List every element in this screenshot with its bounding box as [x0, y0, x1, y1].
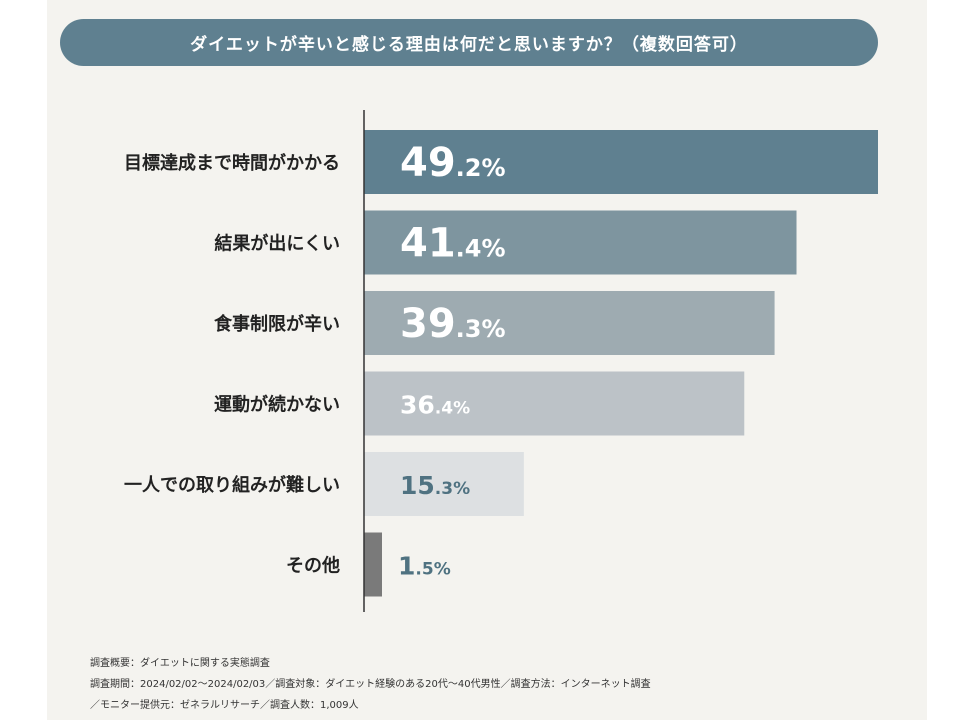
bar	[364, 130, 878, 194]
category-label: その他	[286, 555, 340, 577]
value-label: 15.3%	[400, 471, 470, 500]
value-label: 39.3%	[400, 301, 506, 347]
value-label-integer: 41	[400, 221, 456, 267]
survey-note-line: 調査期間：2024/02/02〜2024/02/03／調査対象：ダイエット経験の…	[90, 679, 651, 690]
chart-title-banner: ダイエットが辛いと感じる理由は何だと思いますか？（複数回答可）	[60, 19, 878, 66]
survey-notes: 調査概要：ダイエットに関する実態調査 調査期間：2024/02/02〜2024/…	[90, 653, 890, 716]
bar	[364, 291, 775, 355]
category-label: 一人での取り組みが難しい	[124, 474, 340, 496]
survey-note-line: 調査概要：ダイエットに関する実態調査	[90, 658, 270, 669]
value-label-integer: 39	[400, 301, 456, 347]
category-label: 食事制限が辛い	[213, 313, 340, 335]
value-label-decimal: .2%	[456, 154, 506, 182]
value-label-decimal: .4%	[456, 235, 506, 263]
value-label: 1.5%	[398, 552, 451, 581]
bar	[364, 371, 745, 436]
chart-title: ダイエットが辛いと感じる理由は何だと思いますか？（複数回答可）	[190, 35, 748, 55]
category-label: 運動が続かない	[214, 394, 340, 416]
value-label-integer: 36	[400, 391, 435, 420]
category-label: 結果が出にくい	[214, 233, 340, 255]
value-label-integer: 15	[400, 471, 435, 500]
chart-panel	[47, 0, 927, 720]
value-label-decimal: .4%	[435, 399, 470, 419]
bar	[364, 452, 524, 516]
bar	[364, 210, 797, 275]
value-label: 41.4%	[400, 221, 506, 267]
value-label: 36.4%	[400, 391, 470, 420]
value-label-decimal: .5%	[415, 560, 450, 580]
value-label-decimal: .3%	[435, 479, 470, 499]
value-label: 49.2%	[400, 140, 506, 186]
value-label-integer: 49	[400, 140, 456, 186]
category-label: 目標達成まで時間がかかる	[124, 152, 340, 174]
value-label-integer: 1	[398, 552, 415, 581]
value-label-decimal: .3%	[456, 315, 506, 343]
bar	[364, 532, 382, 597]
survey-note-line: ／モニター提供元：ゼネラルリサーチ／調査人数：1,009人	[90, 700, 359, 711]
